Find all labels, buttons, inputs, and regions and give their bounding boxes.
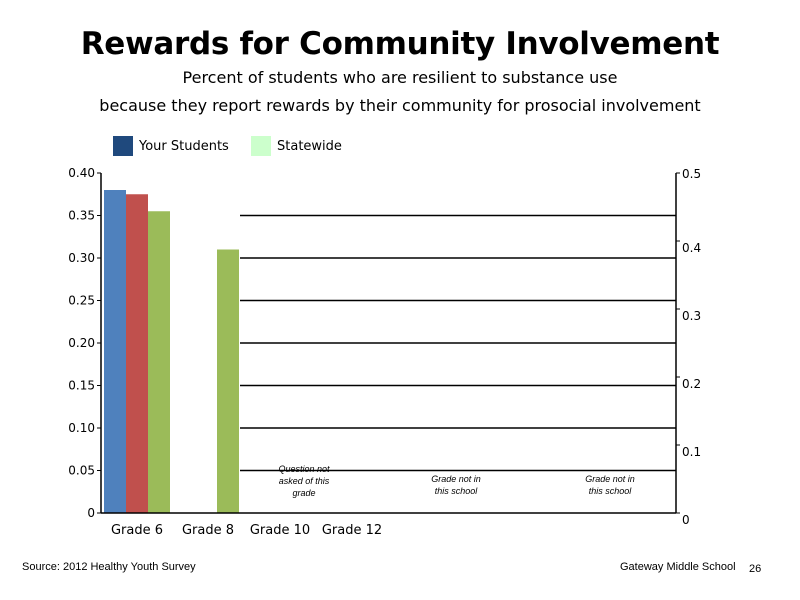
- y-tick-label-left: 0.35: [68, 209, 95, 223]
- legend-label-your-students: Your Students: [139, 138, 229, 154]
- chart-subtitle-line2: because they report rewards by their com…: [99, 96, 701, 115]
- chart-subtitle-line1: Percent of students who are resilient to…: [182, 68, 618, 87]
- chart-title: Rewards for Community Involvement: [80, 26, 720, 62]
- legend-swatch-statewide: [251, 136, 271, 156]
- school-name: Gateway Middle School: [620, 561, 736, 573]
- y-tick-label-right: 0.1: [682, 445, 701, 459]
- chart-annotation: asked of this: [279, 476, 330, 486]
- legend-swatch-your-students: [113, 136, 133, 156]
- legend-item-your-students: Your Students: [113, 136, 229, 156]
- y-tick-label-left: 0.25: [68, 294, 95, 308]
- y-tick-label-right: 0.4: [682, 241, 701, 255]
- source-note: Source: 2012 Healthy Youth Survey: [22, 561, 196, 573]
- x-tick-label-grade-12: Grade 12: [322, 523, 382, 538]
- page-number: 26: [749, 563, 762, 575]
- chart-annotation: this school: [435, 486, 479, 496]
- y-tick-label-right: 0.2: [682, 377, 701, 391]
- x-tick-label-grade-10: Grade 10: [250, 523, 310, 538]
- y-tick-label-left: 0.30: [68, 251, 95, 265]
- chart-annotation: Grade not in: [431, 474, 481, 484]
- y-tick-label-left: 0.15: [68, 379, 95, 393]
- y-tick-label-right: 0.5: [682, 167, 701, 181]
- y-tick-label-left: 0: [87, 506, 95, 520]
- x-tick-label-grade-6: Grade 6: [111, 523, 163, 538]
- chart-annotation: this school: [589, 486, 633, 496]
- y-tick-label-left: 0.10: [68, 421, 95, 435]
- y-tick-label-left: 0.05: [68, 464, 95, 478]
- bar-grade-6-series-2: [126, 194, 148, 513]
- bar-grade-8-series-3: [217, 249, 239, 513]
- chart-annotation: grade: [292, 488, 315, 498]
- legend-item-statewide: Statewide: [251, 136, 342, 156]
- y-tick-label-left: 0.20: [68, 336, 95, 350]
- y-tick-label-left: 0.40: [68, 166, 95, 180]
- y-tick-label-right: 0: [682, 513, 690, 527]
- bar-grade-6-series-1: [104, 190, 126, 513]
- legend-label-statewide: Statewide: [277, 138, 342, 154]
- chart-annotation: Grade not in: [585, 474, 635, 484]
- y-tick-label-right: 0.3: [682, 309, 701, 323]
- bar-grade-6-series-3: [148, 211, 170, 513]
- x-tick-label-grade-8: Grade 8: [182, 523, 234, 538]
- chart-annotation: Question not: [278, 464, 330, 474]
